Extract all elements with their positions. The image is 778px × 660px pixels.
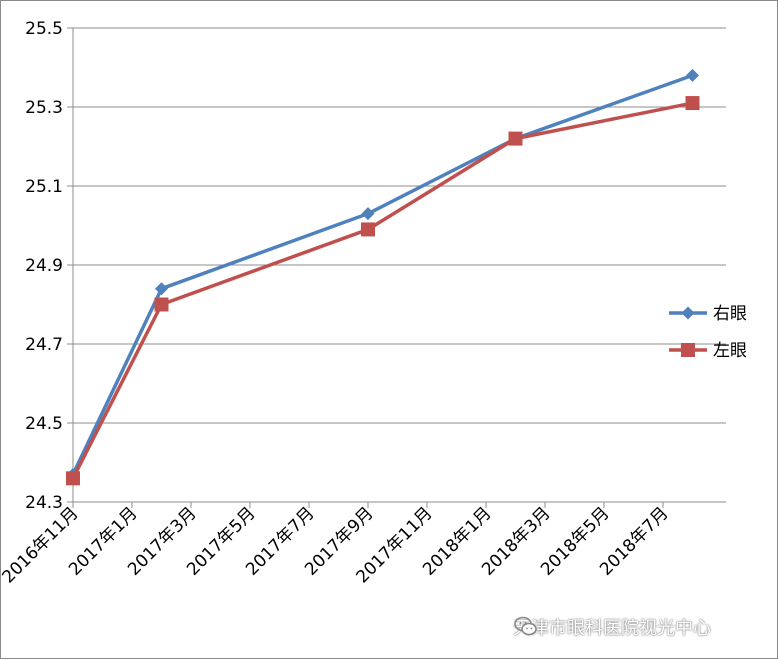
wechat-icon (514, 616, 537, 636)
data-point (686, 68, 699, 82)
x-tick-label: 2016年11月 (1, 503, 83, 587)
series-left-eye (66, 96, 700, 486)
legend-label: 左眼 (713, 341, 747, 361)
watermark-text: 天津市眼科医院视光中心 (513, 618, 711, 639)
data-point (66, 471, 80, 486)
y-tick-label: 25.5 (25, 19, 63, 39)
y-tick-label: 25.3 (25, 98, 63, 118)
axis-layer: 24.324.524.724.925.125.325.52016年11月2017… (1, 19, 726, 587)
y-tick-label: 24.7 (25, 335, 63, 355)
watermark: 天津市眼科医院视光中心 (513, 613, 711, 641)
data-point (361, 207, 375, 221)
data-point (361, 222, 375, 237)
data-point (508, 131, 523, 146)
data-point (681, 343, 695, 357)
legend-item: 左眼 (669, 341, 747, 361)
grid-layer (73, 27, 726, 503)
y-tick-label: 25.1 (25, 177, 63, 197)
data-point (681, 306, 695, 320)
series-layer (66, 68, 700, 486)
y-tick-label: 24.5 (25, 414, 63, 434)
legend-item: 右眼 (669, 304, 747, 324)
data-point (155, 282, 168, 296)
series-line (71, 73, 694, 476)
series-right-eye (66, 68, 699, 481)
data-point (154, 297, 169, 312)
legend-label: 右眼 (713, 304, 747, 324)
data-point (685, 96, 700, 111)
y-tick-label: 24.9 (25, 256, 63, 276)
y-tick-label: 24.3 (25, 493, 63, 513)
